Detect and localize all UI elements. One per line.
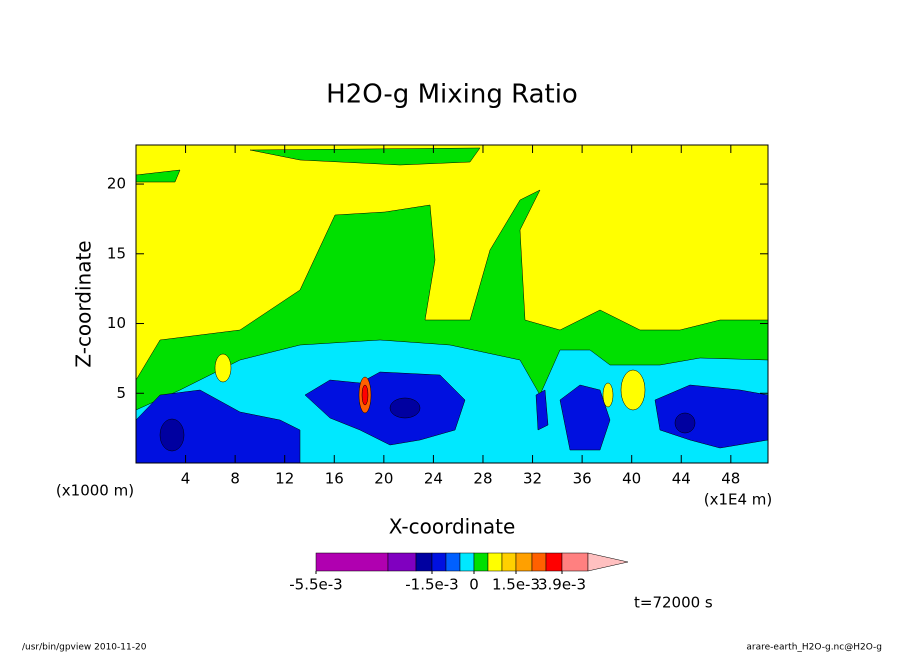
contour-region bbox=[304, 371, 466, 446]
x-tick-label: 36 bbox=[573, 470, 592, 488]
x-tick-label: 32 bbox=[523, 470, 542, 488]
contour-region bbox=[249, 147, 481, 166]
x-tick-label: 8 bbox=[230, 470, 240, 488]
contour-region bbox=[602, 382, 614, 408]
colorbar-segment bbox=[501, 552, 517, 572]
x-tick-label: 12 bbox=[275, 470, 294, 488]
y-axis-label: Z-coordinate bbox=[72, 240, 96, 367]
colorbar-segment bbox=[473, 552, 489, 572]
colorbar-segment bbox=[459, 552, 475, 572]
x-tick-label: 44 bbox=[672, 470, 691, 488]
x-tick-label: 16 bbox=[325, 470, 344, 488]
colorbar-segment bbox=[531, 552, 547, 572]
colorbar-extension bbox=[587, 552, 629, 572]
contour-region bbox=[559, 384, 611, 451]
colorbar-segment bbox=[545, 552, 563, 572]
contour-region bbox=[674, 412, 696, 434]
colorbar-segment bbox=[415, 552, 433, 572]
contour-region bbox=[159, 418, 185, 452]
y-tick-label: 20 bbox=[107, 175, 126, 193]
y-tick-label: 10 bbox=[107, 314, 126, 332]
x-tick-label: 20 bbox=[374, 470, 393, 488]
colorbar-segment bbox=[431, 552, 447, 572]
contour-region bbox=[214, 353, 232, 383]
annotation: t=72000 s bbox=[634, 594, 713, 612]
y-tick-label: 5 bbox=[116, 384, 126, 402]
colorbar-tick-label: -1.5e-3 bbox=[405, 576, 458, 594]
colorbar-segment bbox=[487, 552, 503, 572]
colorbar-segment bbox=[515, 552, 533, 572]
contour-region bbox=[620, 369, 646, 411]
plot-frame bbox=[135, 144, 769, 464]
x-tick-label: 4 bbox=[181, 470, 191, 488]
colorbar-segment bbox=[561, 552, 589, 572]
y-unit-note: (x1000 m) bbox=[56, 482, 134, 500]
colorbar-tick-label: 3.9e-3 bbox=[538, 576, 586, 594]
chart-title: H2O-g Mixing Ratio bbox=[326, 80, 578, 110]
y-tick-label: 15 bbox=[107, 244, 126, 262]
colorbar-tick-label: 1.5e-3 bbox=[492, 576, 540, 594]
x-unit-note: (x1E4 m) bbox=[704, 491, 773, 509]
x-tick-label: 28 bbox=[473, 470, 492, 488]
x-tick-label: 40 bbox=[622, 470, 641, 488]
contour-region bbox=[535, 389, 549, 431]
colorbar-tick-label: -5.5e-3 bbox=[289, 576, 342, 594]
x-axis-label: X-coordinate bbox=[389, 515, 516, 539]
colorbar-tick-label: 0 bbox=[469, 576, 479, 594]
footer-right: arare-earth_H2O-g.nc@H2O-g bbox=[746, 643, 882, 653]
x-tick-label: 48 bbox=[721, 470, 740, 488]
colorbar-segment bbox=[387, 552, 417, 572]
x-tick-label: 24 bbox=[424, 470, 443, 488]
colorbar-segment bbox=[445, 552, 461, 572]
colorbar-segment bbox=[315, 552, 389, 572]
contour-region bbox=[389, 397, 421, 419]
footer-left: /usr/bin/gpview 2010-11-20 bbox=[22, 643, 147, 653]
contour-region bbox=[361, 384, 369, 406]
